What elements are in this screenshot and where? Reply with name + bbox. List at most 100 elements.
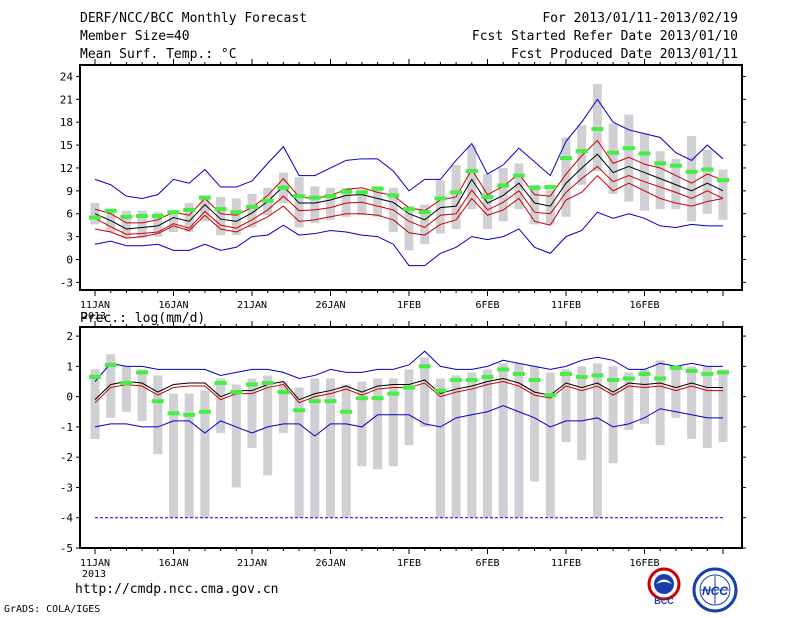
prec-obs-marker (607, 377, 620, 382)
prec-box (592, 363, 602, 518)
temp-obs-marker (465, 169, 478, 174)
temp-box (106, 210, 116, 233)
temp-box (121, 210, 131, 239)
prec-obs-marker (465, 377, 478, 382)
prec-box (247, 378, 257, 449)
prec-box (451, 375, 461, 518)
temp-ens-low-line (94, 165, 724, 235)
prec-box (278, 381, 288, 433)
prec-obs-marker (528, 377, 541, 382)
prec-ytick-label: 2 (66, 330, 73, 343)
svg-text:BCC: BCC (654, 596, 674, 606)
temp-obs-marker (214, 207, 227, 212)
prec-xtick-label: 11JAN (80, 558, 110, 569)
temp-obs-marker (246, 204, 258, 209)
temp-box (671, 158, 681, 210)
prec-ytick-label: 0 (66, 391, 73, 404)
prec-obs-marker (403, 385, 415, 390)
temp-box (702, 149, 712, 214)
prec-box (326, 378, 335, 518)
temp-obs-marker (120, 214, 133, 219)
temp-ytick-label: 6 (66, 208, 73, 221)
prec-box (294, 387, 304, 518)
temp-ytick-label: 21 (60, 93, 73, 106)
temp-max-line (94, 98, 724, 199)
prec-box (341, 384, 351, 518)
precip-title: Prec.: log(mm/d) (80, 311, 205, 326)
source-url[interactable]: http://cmdp.ncc.cma.gov.cn (75, 582, 279, 597)
prec-frame (79, 326, 743, 549)
temp-box (231, 198, 241, 236)
temp-box (200, 195, 210, 222)
prec-box (373, 378, 383, 470)
temp-box (467, 145, 477, 210)
prec-obs-marker (685, 368, 698, 373)
prec-box (169, 393, 178, 518)
prec-box (718, 369, 728, 443)
prec-box (137, 369, 147, 421)
temp-obs-marker (324, 194, 337, 199)
temp-ytick-label: 24 (60, 70, 74, 83)
prec-box (216, 378, 226, 433)
prec-xtick-label: 1FEB (397, 558, 421, 569)
temp-ytick-label: 18 (60, 116, 73, 129)
prec-obs-marker (308, 399, 321, 404)
temp-obs-marker (277, 185, 290, 190)
precipitation-chart: Prec.: log(mm/d) -5 -4 -3 -2 -1 0 1 2 11JAN 16JAN 2… (60, 311, 746, 580)
temp-obs-marker (340, 189, 353, 194)
temp-obs-marker (654, 161, 667, 166)
temp-obs-marker (151, 214, 164, 219)
prec-obs-marker (104, 362, 117, 367)
svg-text:NCC: NCC (702, 584, 728, 598)
temp-xtick-year: 2013 (82, 311, 106, 322)
temp-mean-line (94, 153, 724, 230)
temp-box (373, 186, 383, 217)
temp-obs-marker (544, 185, 557, 190)
temp-obs-marker (450, 190, 463, 195)
temp-xtick-label: 26JAN (315, 300, 345, 311)
temp-box (420, 204, 430, 245)
temp-box (310, 186, 320, 223)
prec-xtick-label: 16FEB (629, 558, 659, 569)
prec-obs-marker (654, 376, 667, 381)
temp-xtick-label: 6FEB (475, 300, 499, 311)
prec-obs-marker (89, 374, 101, 379)
prec-box (608, 366, 618, 464)
temp-obs-marker (89, 215, 101, 220)
temp-xtick-label: 16FEB (629, 300, 659, 311)
prec-box (467, 372, 477, 518)
prec-box (687, 366, 697, 440)
prec-box (530, 366, 540, 482)
temp-obs-marker (293, 194, 306, 199)
prec-obs-marker (230, 390, 243, 395)
prec-box (671, 366, 681, 418)
temp-box (655, 151, 665, 210)
temp-ytick-label: -3 (60, 276, 73, 289)
prec-box (310, 378, 320, 518)
prec-ytick-label: -3 (60, 481, 73, 494)
bcc-logo: BCC (647, 567, 681, 606)
temp-obs-marker (371, 186, 384, 191)
prec-obs-marker (151, 399, 164, 404)
temp-box (169, 212, 178, 233)
temp-box (687, 135, 697, 222)
prec-obs-marker (246, 382, 258, 387)
temp-box (341, 187, 351, 217)
prec-box (231, 384, 241, 488)
temp-obs-marker (230, 210, 243, 215)
temp-obs-marker (560, 156, 572, 161)
prec-obs-marker (261, 381, 274, 386)
prec-ytick-label: -4 (60, 512, 74, 525)
temp-obs-marker (669, 163, 682, 168)
temp-obs-marker (497, 183, 510, 188)
prec-obs-marker (214, 381, 227, 386)
temp-xtick-label: 21JAN (237, 300, 267, 311)
variable-label: Mean Surf. Temp.: °C (80, 47, 237, 62)
temp-ytick-label: 15 (60, 139, 73, 152)
temp-box (137, 210, 147, 239)
prec-min-line (94, 405, 723, 437)
prec-box (357, 381, 367, 467)
temp-obs-marker (136, 214, 149, 219)
temp-obs-marker (308, 195, 321, 200)
temp-ytick-label: 3 (66, 231, 73, 244)
